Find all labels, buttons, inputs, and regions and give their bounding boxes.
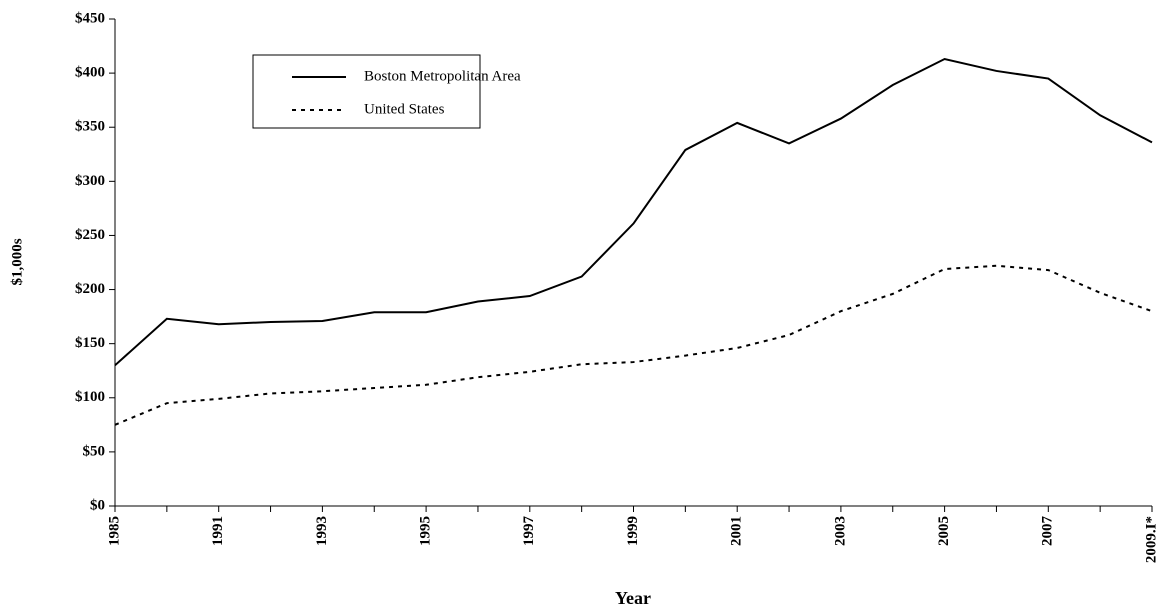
- legend-label: United States: [364, 101, 445, 117]
- x-tick-label: 2009.I*: [1143, 516, 1159, 563]
- legend-box: [252, 54, 481, 129]
- x-tick-label: 2001: [729, 516, 745, 546]
- y-axis-label: $1,000s: [9, 238, 25, 285]
- x-tick-label: 2003: [832, 516, 848, 546]
- y-tick-label: $150: [75, 335, 105, 351]
- x-tick-label: 2005: [936, 516, 952, 546]
- y-tick-label: $300: [75, 173, 105, 189]
- y-tick-label: $200: [75, 281, 105, 297]
- x-tick-label: 1991: [210, 516, 226, 546]
- series-line: [114, 264, 1153, 426]
- y-tick-label: $100: [75, 389, 105, 405]
- series-line: [114, 57, 1153, 367]
- legend-label: Boston Metropolitan Area: [364, 68, 521, 84]
- y-tick-label: $50: [83, 443, 106, 459]
- y-tick-label: $0: [90, 497, 105, 513]
- y-tick-label: $250: [75, 227, 105, 243]
- y-tick-label: $350: [75, 119, 105, 135]
- x-tick-label: 1997: [521, 516, 537, 547]
- x-tick-label: 1995: [418, 516, 434, 546]
- x-tick-label: 2007: [1040, 516, 1056, 547]
- y-tick-label: $400: [75, 65, 105, 81]
- x-tick-label: 1985: [106, 516, 122, 546]
- x-axis-label: Year: [615, 588, 651, 608]
- y-tick-label: $450: [75, 10, 105, 26]
- x-tick-label: 1999: [625, 516, 641, 546]
- x-tick-label: 1993: [314, 516, 330, 546]
